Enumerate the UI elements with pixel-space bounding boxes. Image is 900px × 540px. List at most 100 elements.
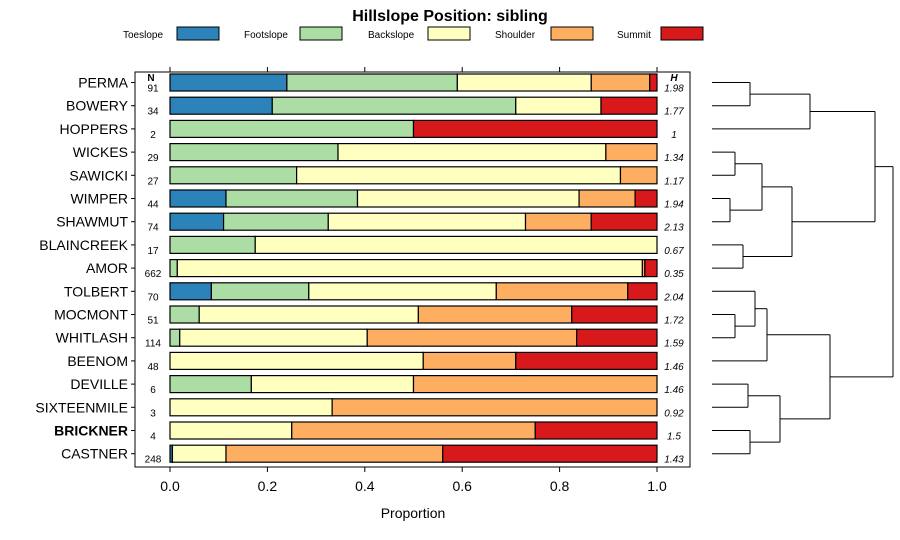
bar-segment-footslope (210, 282, 310, 301)
bar-segment-toeslope (169, 96, 273, 115)
bar-segment-footslope (169, 375, 252, 394)
bar-segment-backslope (169, 421, 293, 440)
bar-segment-backslope (169, 351, 424, 370)
h-label: 2.04 (663, 292, 684, 303)
bar-segment-backslope (308, 282, 497, 301)
legend-label-footslope: Footslope (244, 30, 288, 41)
bar-segment-summit (649, 73, 658, 92)
h-label: 1.34 (664, 153, 684, 164)
bar-segment-backslope (198, 305, 419, 324)
dendrogram (712, 82, 894, 455)
category-label: AMOR (86, 260, 128, 276)
bar-segment-backslope (176, 259, 643, 278)
bar-segment-summit (627, 282, 658, 301)
bar-segment-backslope (356, 189, 580, 208)
bar-segment-footslope (169, 328, 181, 347)
bar-segment-shoulder (619, 166, 658, 185)
category-label: WIMPER (70, 191, 128, 207)
n-label: 27 (147, 176, 159, 187)
n-label: 4 (150, 432, 156, 443)
category-label: WICKES (73, 144, 128, 160)
h-column-header: H (670, 73, 678, 84)
category-label: PERMA (78, 75, 128, 91)
n-label: 114 (145, 339, 161, 350)
legend-label-backslope: Backslope (368, 30, 415, 41)
plot-panel (134, 71, 691, 468)
category-label: BRICKNER (54, 423, 128, 439)
bar-segment-shoulder (225, 444, 444, 463)
bar-segment-footslope (225, 189, 359, 208)
legend-swatch-backslope (427, 26, 471, 41)
category-label: DEVILLE (70, 376, 128, 392)
h-label: 1 (671, 130, 677, 141)
legend-swatch-footslope (299, 26, 343, 41)
category-label: BOWERY (66, 98, 129, 114)
bar-segment-backslope (171, 444, 227, 463)
x-tick-label: 0.0 (160, 478, 180, 494)
n-label: 2 (150, 130, 156, 141)
x-tick-label: 0.4 (355, 478, 375, 494)
bar-segment-toeslope (169, 73, 288, 92)
bar-segment-backslope (456, 73, 592, 92)
n-label: 662 (145, 269, 162, 280)
n-label: 3 (150, 408, 156, 419)
chart-title: Hillslope Position: sibling (352, 8, 548, 25)
bar-segment-summit (534, 421, 658, 440)
x-axis-label: Proportion (381, 505, 446, 521)
n-label: 17 (147, 246, 159, 257)
legend-swatch-summit (660, 26, 704, 41)
category-label: SHAWMUT (56, 214, 128, 230)
bar-segment-backslope (250, 375, 415, 394)
bar-segment-footslope (271, 96, 517, 115)
bar-segment-summit (590, 212, 658, 231)
bar-segment-shoulder (417, 305, 573, 324)
bar-segment-footslope (222, 212, 329, 231)
x-axis: 0.0 0.2 0.4 0.6 0.8 1.0 (160, 67, 667, 494)
h-label: 1.17 (664, 176, 684, 187)
bar-segment-shoulder (578, 189, 636, 208)
bar-segment-toeslope (169, 212, 225, 231)
bar-segment-backslope (179, 328, 368, 347)
h-label: 0.35 (664, 269, 684, 280)
bar-segment-footslope (169, 259, 178, 278)
category-label: HOPPERS (60, 121, 128, 137)
h-label: 1.77 (664, 107, 684, 118)
bar-segment-footslope (169, 143, 339, 162)
h-label: 1.43 (664, 455, 684, 466)
bar-segment-backslope (515, 96, 602, 115)
h-label: 1.72 (664, 316, 684, 327)
bar-segment-summit (412, 119, 658, 139)
n-label: 34 (147, 107, 159, 118)
bar-segment-shoulder (590, 73, 651, 92)
bar-segment-summit (576, 328, 658, 347)
category-label: MOCMONT (54, 307, 128, 323)
h-label: 1.5 (667, 432, 681, 443)
bar-segment-backslope (296, 166, 622, 185)
category-label: SAWICKI (69, 167, 128, 183)
bar-segment-backslope (337, 143, 607, 162)
h-label: 1.46 (664, 362, 684, 373)
bar-segment-backslope (327, 212, 527, 231)
bar-segment-footslope (286, 73, 458, 92)
legend-label-shoulder: Shoulder (495, 30, 536, 41)
bar-segment-shoulder (495, 282, 629, 301)
bar-segment-shoulder (524, 212, 592, 231)
n-label: 29 (147, 153, 159, 164)
h-label: 2.13 (663, 223, 684, 234)
category-label: BEENOM (67, 353, 128, 369)
bar-segment-backslope (169, 398, 333, 417)
bar-segment-footslope (169, 119, 415, 139)
category-label: TOLBERT (64, 283, 129, 299)
bar-segment-shoulder (366, 328, 578, 347)
bar-segment-footslope (169, 235, 256, 254)
n-label: 44 (147, 200, 159, 211)
bar-segment-footslope (169, 305, 200, 324)
bar-segment-footslope (169, 166, 298, 185)
legend-label-toeslope: Toeslope (123, 30, 163, 41)
n-label: 248 (145, 455, 162, 466)
n-column-header: N (147, 73, 154, 84)
legend-label-summit: Summit (617, 30, 651, 41)
bar-segment-summit (634, 189, 658, 208)
bar-segment-shoulder (412, 375, 658, 394)
